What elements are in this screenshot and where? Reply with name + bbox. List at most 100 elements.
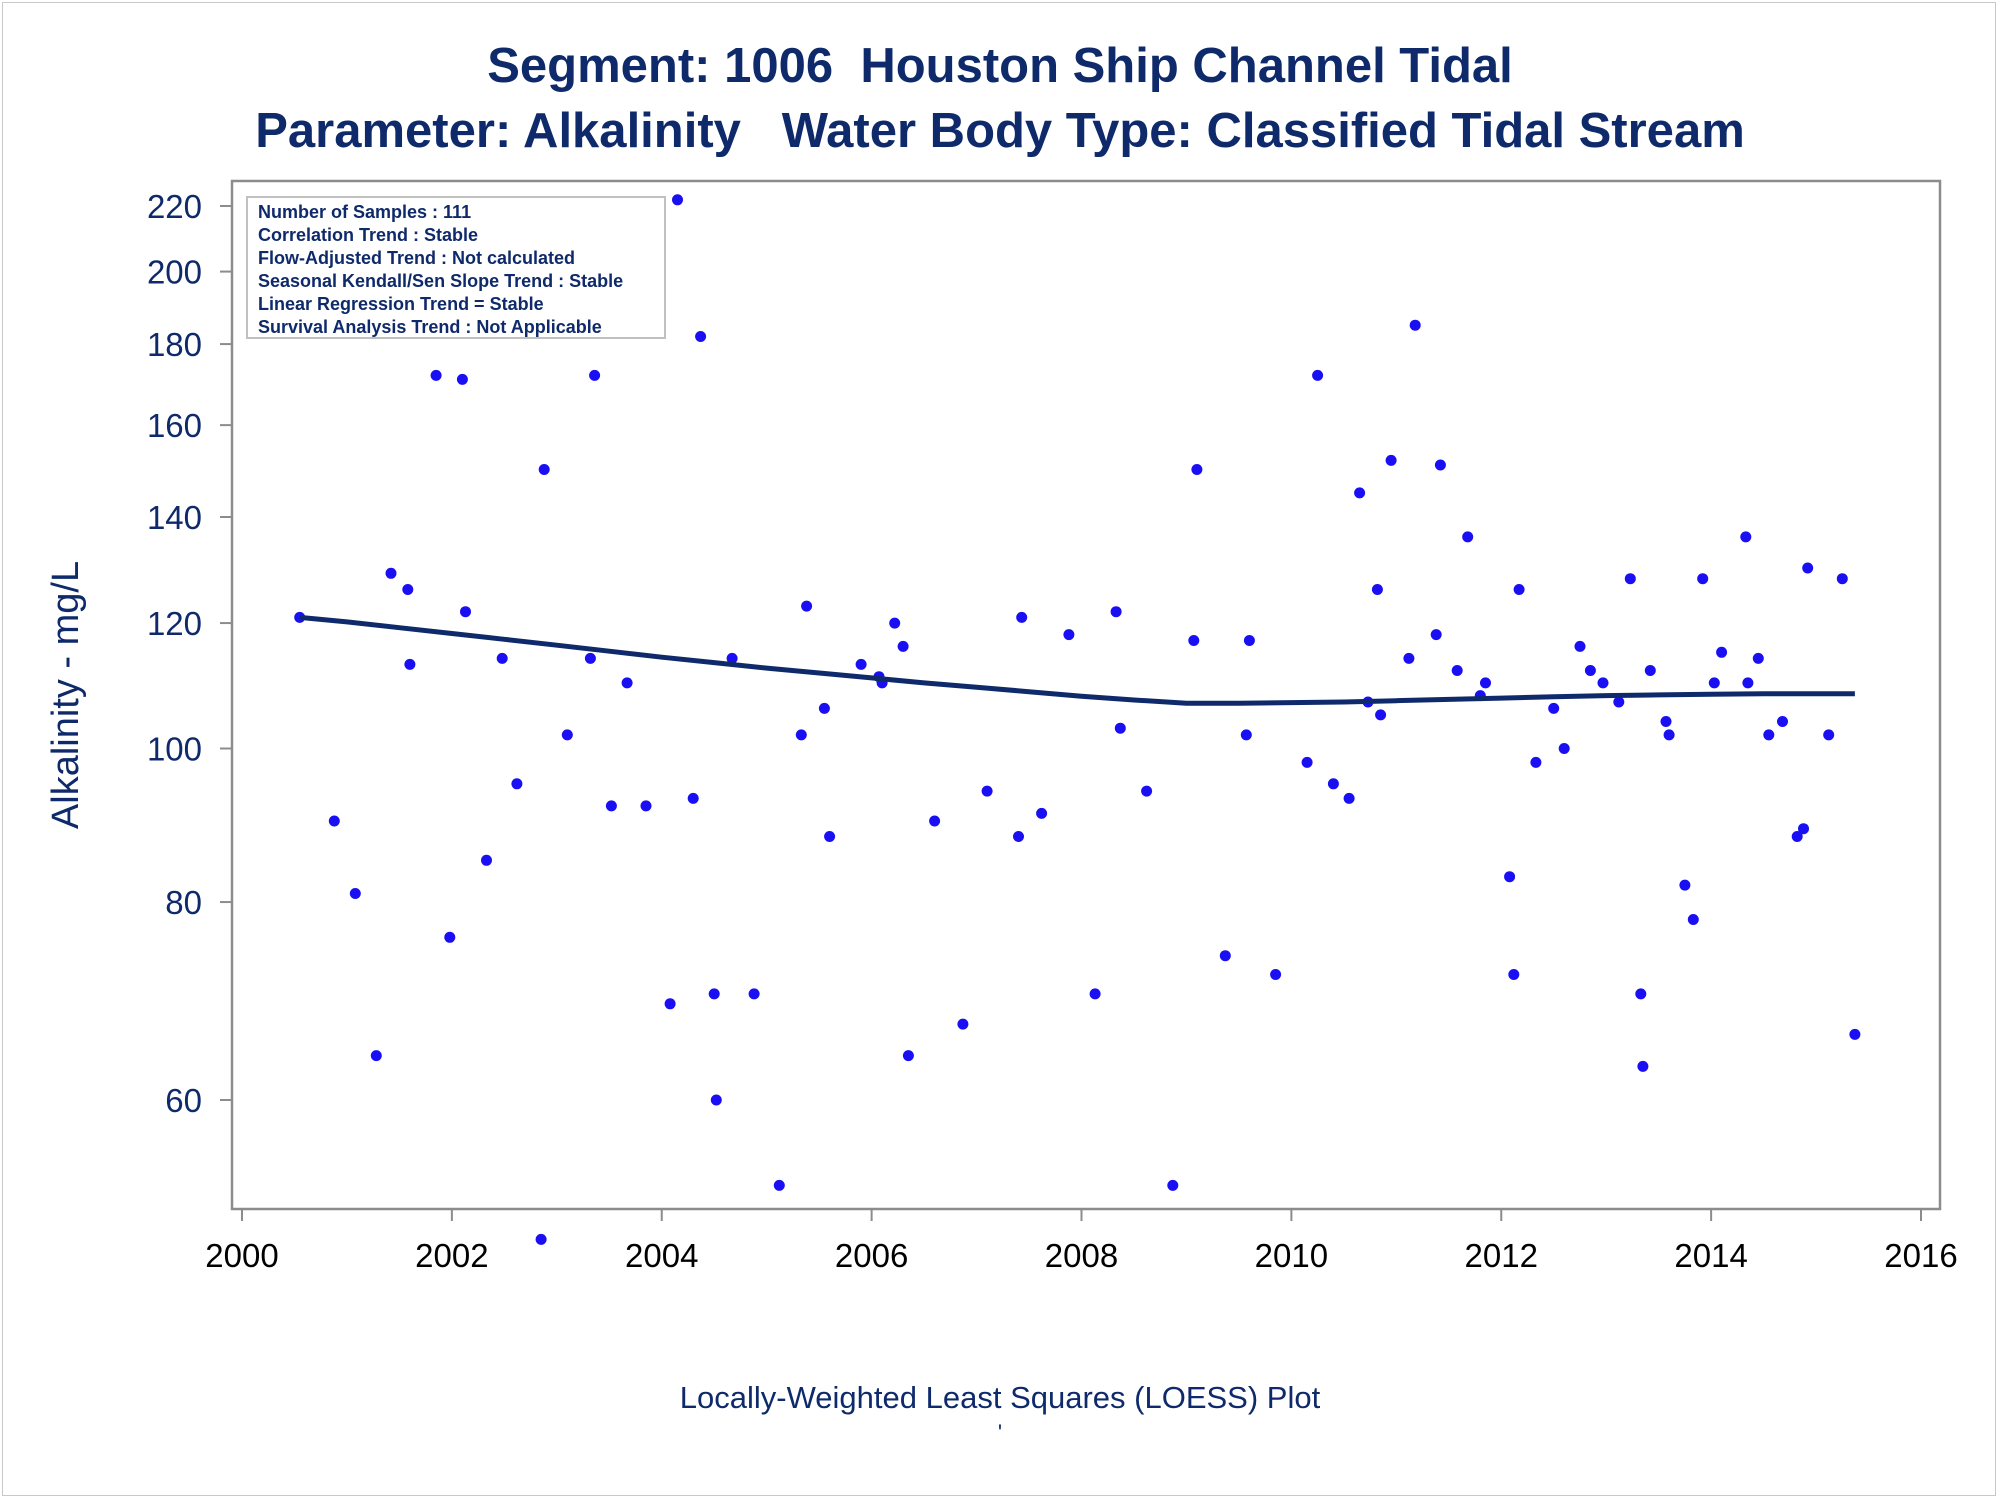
info-box-line: Seasonal Kendall/Sen Slope Trend : Stabl… (258, 271, 623, 291)
data-point (1777, 716, 1788, 727)
info-box-line: Linear Regression Trend = Stable (258, 294, 544, 314)
data-point (1240, 729, 1252, 741)
info-box-line: Correlation Trend : Stable (258, 225, 478, 245)
data-point (1036, 807, 1048, 819)
footnote-mark: ' (997, 1420, 1003, 1445)
data-point (855, 658, 867, 670)
data-point (824, 831, 836, 842)
data-point (1697, 573, 1709, 585)
data-point (1141, 785, 1153, 797)
data-point (496, 652, 508, 664)
data-point (1530, 756, 1542, 768)
data-point (1849, 1028, 1861, 1040)
data-point (1167, 1179, 1179, 1191)
data-point (902, 1050, 914, 1062)
data-point (1802, 562, 1814, 574)
data-point (640, 800, 652, 812)
data-point (981, 785, 993, 797)
data-point (1508, 969, 1520, 980)
data-point (1430, 629, 1442, 641)
plot-border (230, 179, 1942, 1211)
x-tick-label: 2008 (1045, 1237, 1118, 1274)
x-tick-label: 2016 (1884, 1237, 1957, 1274)
data-point (1343, 792, 1355, 804)
data-point (1188, 635, 1200, 646)
data-point (1301, 756, 1313, 768)
y-tick-label: 140 (147, 499, 202, 536)
x-tick-label: 2002 (415, 1237, 488, 1274)
data-point (1462, 531, 1474, 543)
data-point (1574, 640, 1586, 652)
data-point (1063, 629, 1075, 641)
data-point (444, 931, 456, 943)
data-point (1110, 606, 1122, 618)
y-tick-label: 80 (165, 884, 202, 921)
data-point (889, 617, 901, 629)
data-point (929, 815, 941, 827)
data-point (1660, 716, 1672, 727)
x-tick-label: 2014 (1674, 1237, 1747, 1274)
data-point (1327, 778, 1339, 790)
x-tick-label: 2006 (835, 1237, 908, 1274)
data-point (1836, 573, 1848, 585)
data-point (1663, 729, 1675, 741)
data-point (1597, 677, 1609, 689)
data-point (1823, 729, 1835, 741)
data-point (1687, 914, 1699, 925)
data-point (1114, 722, 1126, 734)
statistics-info-box: Number of Samples : 111 Correlation Trend… (246, 196, 666, 339)
x-tick-label: 2012 (1465, 1237, 1538, 1274)
data-point (1089, 988, 1101, 1000)
data-point (748, 988, 760, 1000)
info-box-line: Survival Analysis Trend : Not Applicable (258, 317, 602, 337)
chart-subtitle: Parameter: Alkalinity Water Body Type: C… (255, 104, 1745, 158)
data-point (710, 1094, 722, 1106)
plot-area: 60 80 100 120 140 160 180 200 220 2000 2002 2004 200… (45, 179, 1958, 1274)
data-point (664, 998, 676, 1010)
y-tick-label: 180 (147, 326, 202, 363)
data-point (1375, 709, 1387, 721)
data-point (708, 988, 720, 1000)
data-point (1513, 584, 1525, 595)
plot-footnote: Locally-Weighted Least Squares (LOESS) P… (679, 1380, 1321, 1415)
data-point (695, 331, 707, 342)
data-point (1270, 969, 1282, 980)
data-point (818, 702, 830, 714)
data-point (1798, 823, 1809, 835)
info-box-line: Number of Samples : 111 (258, 202, 471, 222)
chart-title: Segment: 1006 Houston Ship Channel Tidal (487, 39, 1513, 93)
data-point (404, 658, 416, 670)
data-point (1613, 696, 1625, 708)
y-tick-label: 100 (147, 731, 202, 768)
data-point (1403, 652, 1415, 664)
data-point (1480, 677, 1491, 689)
data-point (773, 1179, 785, 1191)
data-point (1191, 464, 1203, 475)
data-point (589, 369, 601, 381)
data-point (538, 464, 550, 475)
data-point (1584, 665, 1596, 676)
data-point (385, 567, 397, 579)
data-point (1791, 831, 1803, 842)
data-point (1644, 665, 1656, 676)
data-point (957, 1018, 969, 1030)
data-point (456, 373, 468, 385)
data-point (1016, 611, 1028, 623)
data-point (1385, 454, 1397, 466)
data-point (1548, 702, 1560, 714)
data-point (535, 1233, 547, 1245)
y-tick-label: 60 (165, 1082, 202, 1119)
data-point (1752, 652, 1764, 664)
data-point (430, 369, 442, 381)
data-point (584, 652, 596, 664)
data-point (672, 194, 683, 206)
data-point (1354, 487, 1366, 499)
data-point (1409, 319, 1421, 331)
data-point (481, 854, 492, 866)
data-point (1679, 879, 1691, 891)
data-point (1371, 584, 1383, 595)
data-point (328, 815, 340, 827)
data-point (1312, 369, 1324, 381)
data-point (1742, 677, 1754, 689)
